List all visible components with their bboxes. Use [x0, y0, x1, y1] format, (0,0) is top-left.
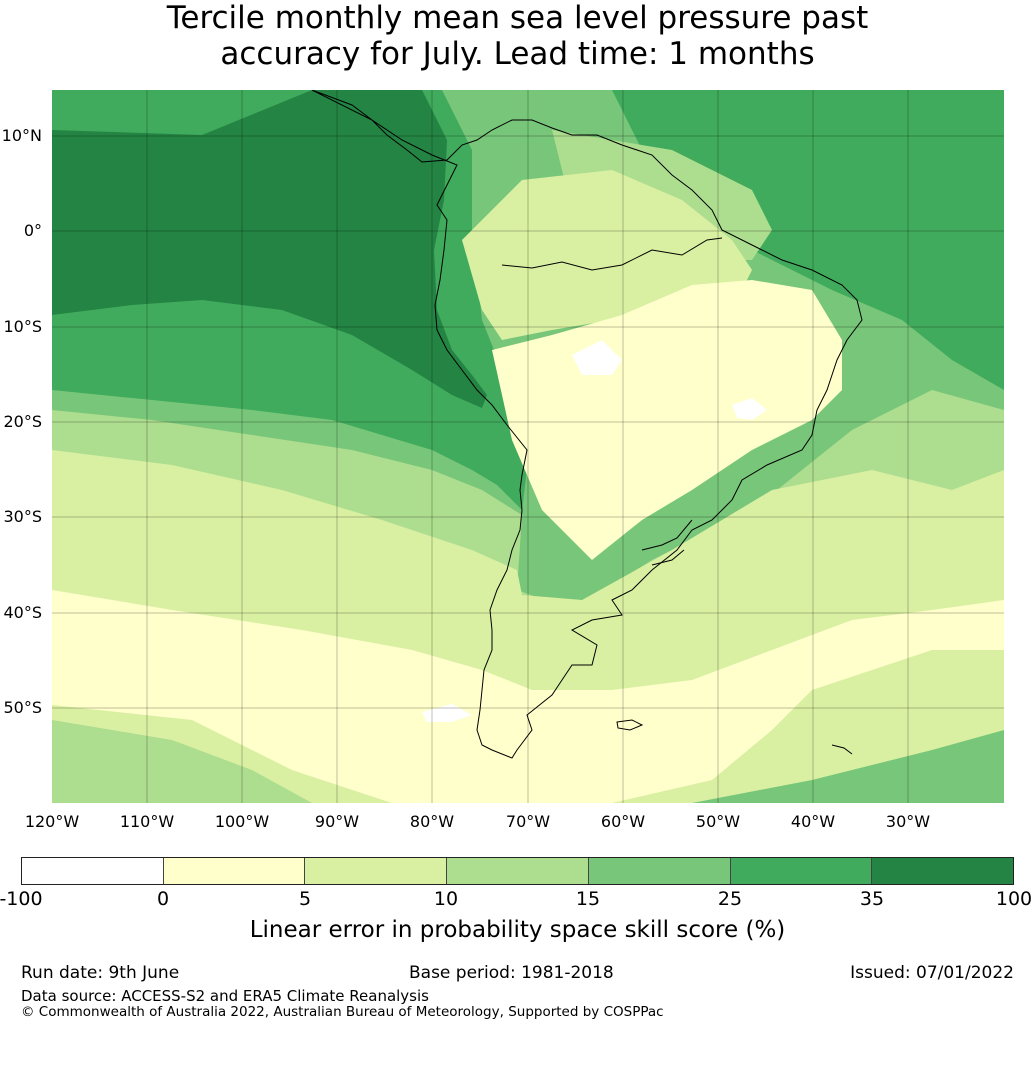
colorbar-segment [22, 858, 164, 884]
map-title: Tercile monthly mean sea level pressure … [0, 0, 1035, 72]
lon-label: 90°W [314, 812, 360, 831]
colorbar-tick: 25 [717, 888, 743, 910]
colorbar-segment [730, 858, 873, 884]
field-negative-3 [422, 704, 472, 722]
lat-label: 40°S [3, 603, 42, 622]
colorbar-segment [872, 858, 1014, 884]
coastline-rio-de-la-plata [641, 519, 693, 566]
lon-label: 110°W [119, 812, 175, 831]
lon-label: 100°W [214, 812, 270, 831]
coastline-falklands [616, 719, 644, 731]
run-date: Run date: 9th June [21, 963, 180, 983]
lon-label: 40°W [790, 812, 836, 831]
lon-label: 50°W [695, 812, 741, 831]
base-period: Base period: 1981-2018 [409, 963, 614, 983]
graticule [52, 90, 1004, 803]
field-10-15 [52, 390, 1004, 620]
lat-label: 10°N [1, 126, 42, 145]
colorbar-tick: 0 [156, 888, 170, 910]
lon-label: 120°W [24, 812, 80, 831]
colorbar-tick: 5 [298, 888, 312, 910]
field-negative-1 [572, 340, 622, 375]
colorbar [21, 857, 1014, 885]
skill-score-map [52, 90, 1004, 803]
colorbar-segment [588, 858, 731, 884]
lon-label: 30°W [885, 812, 931, 831]
coastline-south-america [311, 90, 863, 759]
data-source: Data source: ACCESS-S2 and ERA5 Climate … [21, 987, 429, 1005]
field-negative-2 [732, 398, 767, 420]
title-line-1: Tercile monthly mean sea level pressure … [166, 0, 869, 36]
copyright: © Commonwealth of Australia 2022, Austra… [21, 1004, 664, 1020]
field-35-100 [52, 90, 487, 408]
lon-label: 80°W [409, 812, 455, 831]
title-line-2: accuracy for July. Lead time: 1 months [220, 36, 815, 72]
colorbar-tick: 35 [859, 888, 885, 910]
coastline-amazon [501, 237, 723, 271]
field-25-35-atlantic [612, 90, 1004, 390]
colorbar-segment [447, 858, 589, 884]
colorbar-label: Linear error in probability space skill … [249, 917, 786, 943]
field-10-15-south [52, 710, 312, 803]
lat-label: 30°S [3, 507, 42, 526]
colorbar-tick: 100 [995, 888, 1033, 910]
colorbar-segment [305, 858, 448, 884]
lon-label: 70°W [505, 812, 551, 831]
coastline-south-georgia [831, 744, 853, 755]
colorbar-tick: 10 [433, 888, 459, 910]
lon-label: 60°W [600, 812, 646, 831]
field-0-5-south [52, 590, 1004, 803]
lat-label: 20°S [3, 412, 42, 431]
lat-label: 10°S [3, 317, 42, 336]
colorbar-tick: 15 [575, 888, 601, 910]
colorbar-segment [163, 858, 306, 884]
lat-label: 50°S [3, 698, 42, 717]
lat-label: 0° [23, 221, 42, 240]
issued-date: Issued: 07/01/2022 [850, 963, 1014, 983]
colorbar-tick: -100 [0, 888, 43, 910]
field-0-5-interior [492, 280, 842, 560]
